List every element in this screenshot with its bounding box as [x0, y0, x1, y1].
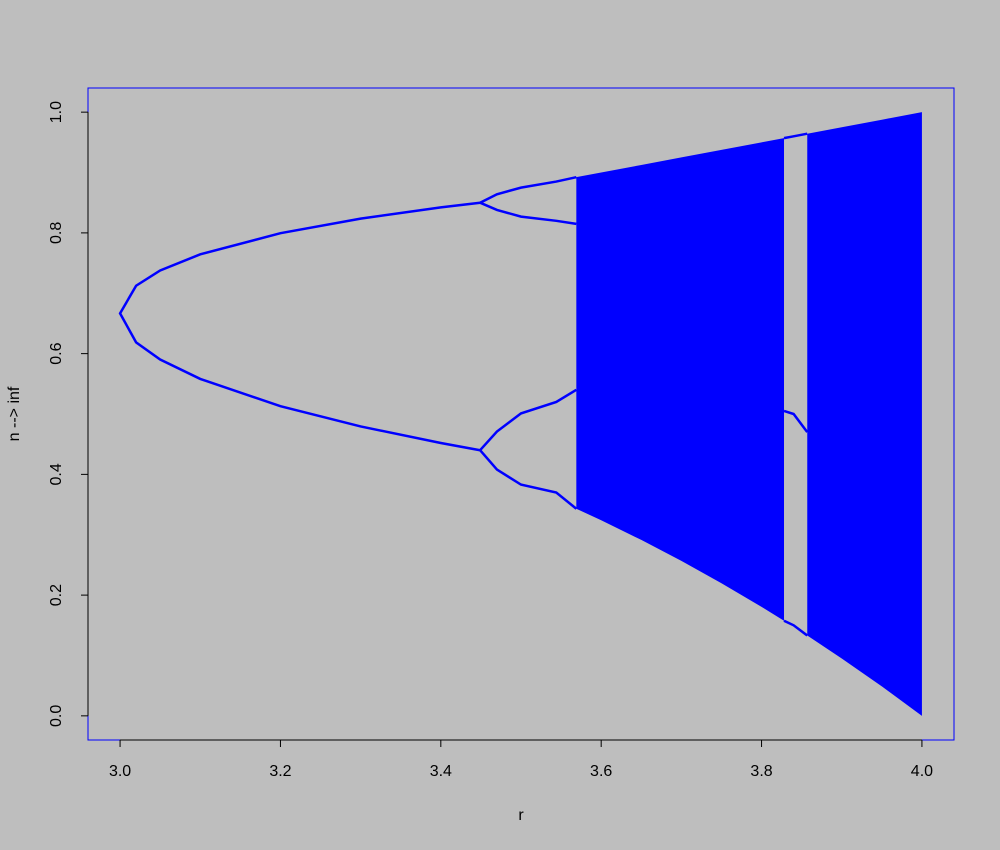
x-axis-label: r [518, 807, 524, 824]
x-tick-label: 3.0 [109, 763, 131, 780]
branch [479, 175, 577, 204]
branch [479, 449, 578, 510]
y-tick-label: 0.8 [48, 222, 65, 244]
chaotic-band [807, 112, 922, 716]
y-tick-label: 0.2 [48, 584, 65, 606]
x-tick-label: 3.4 [430, 763, 452, 780]
branch [783, 409, 809, 433]
branch [479, 388, 577, 452]
branch [118, 201, 481, 452]
x-tick-label: 3.2 [269, 763, 291, 780]
y-tick-label: 1.0 [48, 101, 65, 123]
chaotic-band [576, 138, 785, 621]
y-tick-label: 0.4 [48, 463, 65, 485]
branch [783, 132, 808, 140]
x-tick-label: 3.6 [590, 763, 612, 780]
x-tick-label: 3.8 [750, 763, 772, 780]
branch [783, 619, 809, 637]
x-tick-label: 4.0 [911, 763, 933, 780]
branch [479, 201, 577, 226]
y-tick-label: 0.0 [48, 705, 65, 727]
y-tick-label: 0.6 [48, 342, 65, 364]
y-axis-label: n --> inf [6, 386, 23, 441]
